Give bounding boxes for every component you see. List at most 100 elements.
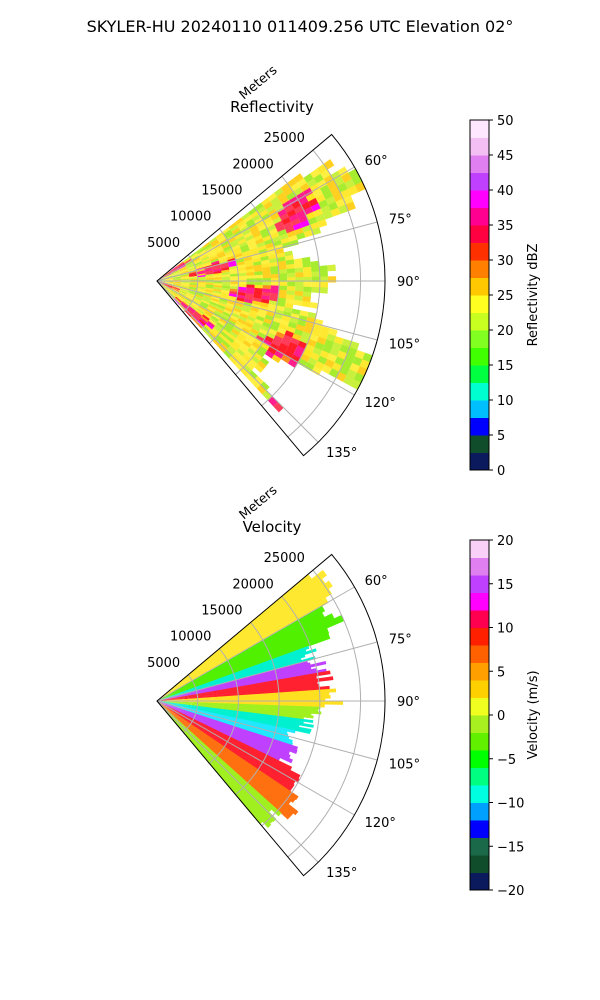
- reflectivity-cell: [275, 331, 285, 339]
- reflectivity-cell: [222, 276, 231, 280]
- reflectivity-cell: [173, 277, 182, 280]
- reflectivity-cell: [290, 337, 300, 346]
- reflectivity-cell: [259, 209, 269, 218]
- reflectivity-cell: [213, 325, 222, 333]
- reflectivity-cell: [242, 353, 252, 363]
- reflectivity-cell: [294, 262, 303, 269]
- reflectivity-cell: [214, 246, 224, 253]
- reflectivity-cell: [179, 269, 188, 274]
- reflectivity-cell: [211, 260, 220, 265]
- reflectivity-cell: [218, 257, 228, 263]
- reflectivity-cell: [212, 292, 221, 297]
- reflectivity-cell: [253, 267, 263, 273]
- reflectivity-cell: [277, 228, 288, 237]
- colorbar-tick-label: 35: [497, 219, 514, 234]
- reflectivity-cell: [205, 281, 214, 284]
- reflectivity-cell: [247, 315, 256, 323]
- reflectivity-cell: [240, 367, 249, 377]
- colorbar-tick-label: 40: [497, 184, 514, 199]
- azimuth-tick-label: 75°: [389, 632, 412, 647]
- reflectivity-cell: [335, 371, 347, 382]
- reflectivity-cell: [176, 261, 184, 267]
- reflectivity-cell: [225, 304, 234, 311]
- reflectivity-cell: [197, 283, 206, 287]
- reflectivity-cell: [267, 328, 278, 336]
- range-tick-label: 25000: [264, 131, 305, 146]
- reflectivity-cell: [290, 218, 301, 227]
- reflectivity-cell: [216, 251, 225, 257]
- reflectivity-cell: [182, 300, 190, 307]
- reflectivity-cell: [327, 276, 337, 283]
- reflectivity-cell: [195, 292, 204, 298]
- reflectivity-cell: [262, 288, 271, 294]
- reflectivity-cell: [197, 285, 206, 288]
- reflectivity-cell: [347, 185, 359, 196]
- reflectivity-cell: [226, 302, 235, 308]
- reflectivity-cell: [310, 168, 321, 179]
- reflectivity-cell: [230, 224, 239, 233]
- velocity-band: [157, 578, 326, 701]
- reflectivity-cell: [176, 294, 185, 301]
- reflectivity-cell: [262, 235, 272, 242]
- reflectivity-cell: [195, 264, 204, 269]
- colorbar-tick-label: 5: [497, 665, 505, 680]
- reflectivity-cell: [219, 317, 228, 325]
- reflectivity-cell: [253, 321, 263, 329]
- reflectivity-cell: [304, 343, 315, 353]
- reflectivity-cell: [302, 261, 312, 268]
- colorbar-segment: [470, 557, 489, 576]
- colorbar-segment: [470, 417, 489, 436]
- reflectivity-cell: [302, 291, 312, 298]
- reflectivity-cell: [229, 286, 239, 290]
- reflectivity-cell: [284, 254, 294, 261]
- reflectivity-cell: [179, 289, 188, 294]
- reflectivity-cell: [186, 294, 195, 300]
- range-ring: [261, 175, 321, 407]
- reflectivity-cell: [195, 265, 204, 270]
- velocity-band: [157, 701, 292, 805]
- reflectivity-cell: [309, 352, 320, 362]
- reflectivity-cell: [268, 228, 278, 236]
- reflectivity-cell: [222, 326, 232, 334]
- velocity-band: [157, 569, 328, 701]
- reflectivity-cell: [206, 332, 215, 341]
- colorbar-segment: [470, 592, 489, 611]
- velocity-band: [157, 580, 333, 701]
- reflectivity-cell: [271, 236, 281, 243]
- reflectivity-cell: [164, 273, 172, 278]
- reflectivity-cell: [217, 344, 226, 353]
- reflectivity-cell: [172, 286, 181, 290]
- colorbar-segment: [470, 645, 489, 663]
- reflectivity-cell: [243, 215, 253, 224]
- azimuth-spoke: [156, 700, 378, 761]
- reflectivity-cell: [245, 268, 255, 274]
- colorbar-segment: [470, 575, 489, 593]
- reflectivity-cell: [224, 324, 233, 332]
- reflectivity-cell: [287, 358, 298, 368]
- reflectivity-cell: [165, 281, 174, 284]
- reflectivity-cell: [253, 338, 263, 347]
- reflectivity-cell: [187, 291, 196, 296]
- reflectivity-cell: [173, 298, 180, 305]
- reflectivity-cell: [343, 375, 354, 386]
- reflectivity-cell: [270, 232, 280, 240]
- reflectivity-cell: [186, 263, 195, 268]
- colorbar-segment: [470, 295, 489, 313]
- reflectivity-cell: [299, 182, 311, 193]
- reflectivity-cell: [199, 302, 209, 309]
- reflectivity-cell: [250, 328, 260, 336]
- velocity-band: [157, 574, 313, 701]
- reflectivity-cell: [328, 368, 340, 379]
- velocity-band: [157, 701, 273, 825]
- reflectivity-cell: [277, 293, 287, 300]
- reflectivity-cell: [290, 182, 301, 193]
- azimuth-spoke: [156, 280, 378, 341]
- velocity-band: [157, 668, 327, 701]
- reflectivity-cell: [300, 353, 311, 363]
- colorbar-segment: [470, 207, 489, 226]
- reflectivity-cell: [216, 306, 225, 312]
- reflectivity-cell: [305, 192, 316, 202]
- azimuth-spoke: [156, 166, 355, 282]
- reflectivity-cell: [200, 254, 209, 260]
- reflectivity-cell: [223, 350, 232, 359]
